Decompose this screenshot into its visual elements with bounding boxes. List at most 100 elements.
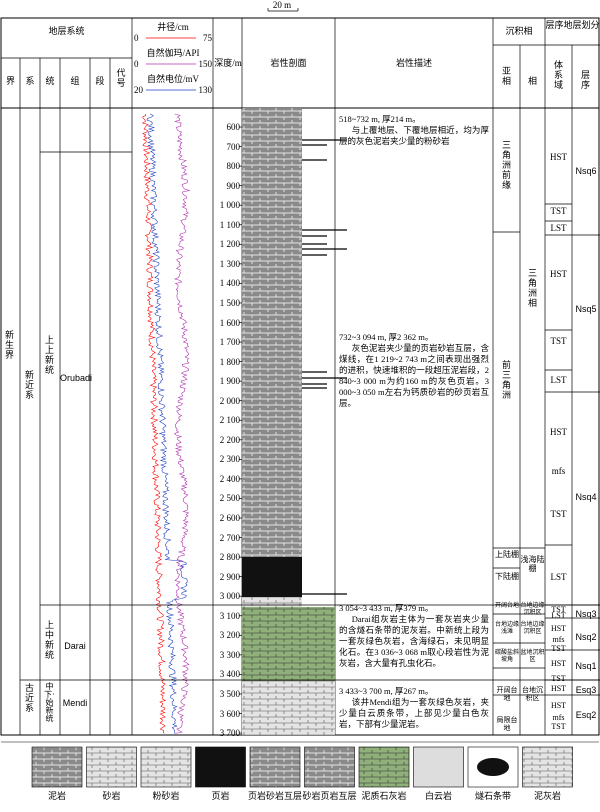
legend-label: 泥灰岩 xyxy=(533,791,561,801)
description-head: 3 433~3 700 m, 厚267 m。 xyxy=(339,686,434,696)
header: 地层系统 xyxy=(48,26,85,36)
depth-label: 1 500 xyxy=(219,297,240,308)
systems-tract: TST xyxy=(551,722,566,731)
legend-swatch xyxy=(522,746,573,788)
depth-header: 深度/m xyxy=(214,58,242,68)
depth-label: 1 900 xyxy=(219,376,240,387)
facies: 台地边缘沉积区 xyxy=(520,603,545,616)
description-body: Darai组灰岩主体为一套灰岩夹少量的含燧石条带的泥灰岩。中新统上段为一套灰绿色… xyxy=(339,614,489,668)
header: 岩性剖面 xyxy=(270,58,307,68)
lith-description: 732~3 094 m, 厚2 362 m。 灰色泥岩夹少量的页岩砂岩互层，含煤线… xyxy=(339,332,489,409)
lith-description: 3 433~3 700 m, 厚267 m。 该井Mendi组为一套灰绿色灰岩，夹… xyxy=(339,686,489,730)
erathem: 新生界 xyxy=(4,330,14,360)
depth-label: 600 xyxy=(226,122,241,132)
depth-label: 1 600 xyxy=(219,317,240,328)
facies: 台地沉积区 xyxy=(522,686,543,702)
sequence: Nsq6 xyxy=(575,166,597,176)
systems-tract: TST xyxy=(550,206,567,216)
header: 体系域 xyxy=(553,60,563,90)
formation: Orubadi xyxy=(60,373,93,383)
lith-description: 518~732 m, 厚214 m。 与上覆地层、下覆地层相近，均为厚层的灰色泥岩… xyxy=(339,114,489,147)
cal-curve xyxy=(146,113,188,734)
legend-swatch xyxy=(31,746,83,788)
series: 中下·始新统 xyxy=(44,682,55,723)
legend-label: 页岩砂岩互层 xyxy=(248,791,303,801)
scale-bar: 20 m xyxy=(272,0,292,10)
systems-tract: HST xyxy=(550,624,567,633)
systems-tract: HST xyxy=(550,701,567,710)
legend-label: 泥质石灰岩 xyxy=(361,791,407,801)
systems-tract: TST xyxy=(551,644,566,653)
log-min: 20 xyxy=(134,85,143,95)
legend-label: 泥岩 xyxy=(47,791,66,801)
lith-dol xyxy=(242,681,335,735)
header: 层序地层划分 xyxy=(545,20,600,30)
series: 上上新统 xyxy=(44,335,54,375)
description-body: 与上覆地层、下覆地层相近，均为厚层的灰色泥岩夹少量的粉砂岩 xyxy=(339,125,489,146)
depth-label: 2 900 xyxy=(219,571,240,582)
column-header: 统 xyxy=(45,76,55,86)
header: 亚相 xyxy=(501,66,511,86)
legend-label: 燧石条带 xyxy=(474,791,511,801)
subfacies: 前三角洲 xyxy=(501,360,511,400)
lith-description: 3 054~3 433 m, 厚379 m。 Darai组灰岩主体为一套灰岩夹少量… xyxy=(339,603,489,669)
header: 沉积相 xyxy=(505,26,533,36)
facies: 盆地沉积区 xyxy=(520,650,545,663)
depth-label: 3 200 xyxy=(219,630,240,641)
facies: 浅海陆棚 xyxy=(520,555,545,573)
legend-swatch xyxy=(140,746,192,788)
sequence: Nsq2 xyxy=(575,632,597,642)
systems-tract: HST xyxy=(550,659,567,668)
legend-label: 砂岩 xyxy=(102,791,121,801)
depth-label: 3 400 xyxy=(219,669,240,680)
depth-label: 2 100 xyxy=(219,415,240,426)
subfacies: 台地边缘浅滩 xyxy=(494,622,519,635)
depth-label: 3 600 xyxy=(219,708,240,719)
systems-tract: HST xyxy=(549,269,567,279)
sequence: Nsq3 xyxy=(575,609,597,619)
depth-label: 2 200 xyxy=(219,434,240,445)
column-header: 系 xyxy=(25,76,35,86)
systems-tract: TST xyxy=(551,605,566,614)
column-header: 代号 xyxy=(116,68,126,88)
description-head: 732~3 094 m, 厚2 362 m。 xyxy=(339,332,434,342)
system: 新近系 xyxy=(24,370,34,400)
systems-tract: HST xyxy=(550,684,567,693)
legend-swatch xyxy=(86,746,137,788)
systems-tract: LST xyxy=(551,611,566,620)
sequence: Nsq1 xyxy=(575,661,597,671)
depth-label: 2 500 xyxy=(219,493,240,504)
legend-label: 白云岩 xyxy=(424,791,452,801)
lith-sand xyxy=(242,597,302,607)
column-header: 组 xyxy=(70,76,80,86)
depth-label: 2 000 xyxy=(219,395,240,406)
log-max: 150 xyxy=(198,59,213,69)
sequence: Esq3 xyxy=(575,685,597,695)
header: 岩性描述 xyxy=(395,58,432,68)
depth-label: 1 300 xyxy=(219,258,240,269)
column-header: 段 xyxy=(95,76,105,86)
legend-swatch xyxy=(195,746,246,788)
depth-label: 2 300 xyxy=(219,454,240,465)
systems-tract: LST xyxy=(550,375,567,385)
systems-tract: TST xyxy=(550,336,567,346)
sequence: Esq2 xyxy=(575,710,597,720)
subfacies: 下陆棚 xyxy=(495,572,519,581)
depth-label: 2 400 xyxy=(219,473,240,484)
subfacies: 碳酸盐斜坡角 xyxy=(494,650,519,663)
series: 上中新统 xyxy=(44,620,54,660)
description-body: 灰色泥岩夹少量的页岩砂岩互层，含煤线，在1 219~2 743 m之间表现出强烈… xyxy=(339,343,489,408)
legend-label: 页岩 xyxy=(211,791,230,801)
facies: 台地边缘沉积区 xyxy=(520,622,545,635)
depth-label: 3 700 xyxy=(219,728,240,739)
depth-label: 1 000 xyxy=(219,200,240,211)
depth-label: 3 500 xyxy=(219,688,240,699)
legend-label: 粉砂岩 xyxy=(152,791,180,801)
facies: 三角洲相 xyxy=(527,268,537,308)
description-head: 3 054~3 433 m, 厚379 m。 xyxy=(339,603,434,613)
systems-tract: HST xyxy=(549,427,567,437)
sequence: Nsq4 xyxy=(575,492,597,502)
subfacies: 局限台地 xyxy=(496,716,518,732)
